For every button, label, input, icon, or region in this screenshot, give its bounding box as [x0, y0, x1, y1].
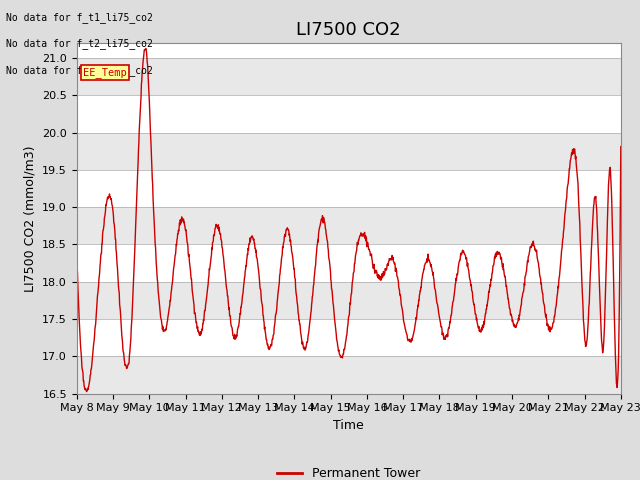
Bar [77, 207, 621, 244]
Text: No data for f_t2_li75_co2: No data for f_t2_li75_co2 [6, 38, 153, 49]
Title: LI7500 CO2: LI7500 CO2 [296, 21, 401, 39]
Bar [77, 282, 621, 319]
Bar [77, 58, 621, 96]
Bar [77, 356, 621, 394]
X-axis label: Time: Time [333, 419, 364, 432]
Text: No data for f_t3_li75_co2: No data for f_t3_li75_co2 [6, 65, 153, 76]
Text: No data for f_t1_li75_co2: No data for f_t1_li75_co2 [6, 12, 153, 23]
Y-axis label: LI7500 CO2 (mmol/m3): LI7500 CO2 (mmol/m3) [24, 145, 36, 292]
Text: EE_Temp: EE_Temp [83, 67, 127, 78]
Bar [77, 132, 621, 170]
Legend: Permanent Tower: Permanent Tower [272, 462, 426, 480]
